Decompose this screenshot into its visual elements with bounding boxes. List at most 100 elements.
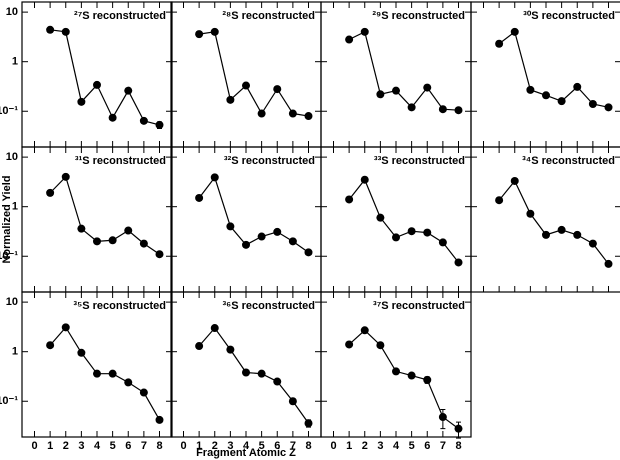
x-tick-label: 4	[243, 440, 250, 452]
data-point	[588, 239, 597, 248]
data-point	[407, 227, 416, 236]
data-point	[510, 176, 519, 185]
panel-title: ³⁷S reconstructed	[373, 300, 465, 312]
panel-frame	[21, 146, 173, 293]
panel-title: ³¹S reconstructed	[75, 155, 166, 167]
x-tick-label: 2	[212, 440, 218, 452]
data-point	[210, 27, 219, 36]
x-tick-label: 0	[31, 440, 37, 452]
data-point	[557, 225, 566, 234]
data-point	[195, 342, 204, 351]
data-point	[46, 341, 55, 350]
x-tick-label: 0	[180, 440, 186, 452]
data-point	[155, 250, 164, 259]
x-tick-label: 8	[156, 440, 162, 452]
panel-title: ³⁶S reconstructed	[223, 300, 315, 312]
y-tick-label: 1	[12, 201, 18, 213]
x-tick-label: 6	[424, 440, 430, 452]
data-point	[77, 224, 86, 233]
data-point	[61, 323, 70, 332]
data-point	[273, 377, 282, 386]
x-tick-label: 8	[455, 440, 461, 452]
data-point	[226, 222, 235, 231]
data-point	[526, 209, 535, 218]
data-point	[345, 340, 354, 349]
data-point	[438, 105, 447, 114]
data-point	[423, 83, 432, 92]
data-point	[573, 230, 582, 239]
data-point	[77, 97, 86, 106]
panel-frame	[470, 146, 620, 293]
data-point	[438, 413, 447, 422]
x-tick-label: 7	[141, 440, 147, 452]
data-point	[124, 378, 133, 387]
panel-frame	[320, 291, 472, 438]
x-tick-label: 5	[409, 440, 415, 452]
data-point	[304, 419, 313, 428]
x-tick-label: 2	[63, 440, 69, 452]
x-tick-label: 3	[377, 440, 383, 452]
data-point	[155, 120, 164, 129]
data-line	[198, 327, 309, 424]
data-point	[542, 230, 550, 239]
data-point	[495, 39, 504, 48]
data-point	[392, 86, 400, 95]
data-point	[93, 80, 101, 89]
x-tick-label: 0	[330, 440, 336, 452]
data-point	[407, 103, 416, 112]
data-point	[376, 213, 385, 222]
panel-frame	[21, 291, 173, 438]
x-tick-label: 1	[196, 440, 202, 452]
data-point	[124, 226, 133, 235]
data-point	[195, 30, 204, 39]
data-line	[498, 179, 609, 265]
panel-title: ³⁴S reconstructed	[522, 155, 615, 167]
data-point	[392, 233, 400, 242]
data-point	[376, 90, 385, 99]
data-line	[498, 30, 609, 108]
panel-frame	[320, 146, 472, 293]
x-tick-label: 1	[346, 440, 352, 452]
panel-title: ³²S reconstructed	[224, 155, 315, 167]
data-point	[407, 371, 416, 380]
data-point	[257, 109, 266, 118]
panel-title: ³⁵S reconstructed	[73, 300, 166, 312]
y-tick-label: 10⁻¹	[0, 250, 18, 262]
data-point	[288, 397, 297, 406]
data-line	[348, 30, 459, 111]
data-line	[348, 178, 459, 263]
panel-frame	[470, 1, 620, 148]
data-point	[108, 236, 117, 245]
data-point	[226, 345, 235, 354]
data-point	[139, 116, 148, 125]
data-point	[139, 239, 148, 248]
data-point	[242, 240, 250, 249]
data-point	[77, 348, 86, 357]
data-point	[588, 100, 597, 109]
data-point	[155, 415, 164, 424]
data-line	[49, 326, 161, 421]
x-tick-label: 6	[125, 440, 131, 452]
data-point	[273, 227, 282, 236]
data-line	[50, 29, 160, 126]
y-axis-label: Normalized Yield	[1, 175, 13, 263]
x-tick-label: 7	[440, 440, 446, 452]
panel-frame	[170, 1, 322, 148]
data-point	[360, 175, 369, 184]
data-point	[93, 369, 101, 378]
x-axis-label: Fragment Atomic Z	[196, 447, 296, 459]
data-point	[273, 85, 282, 94]
x-tick-label: 6	[274, 440, 280, 452]
x-tick-label: 4	[393, 440, 400, 452]
data-point	[454, 258, 463, 267]
y-tick-label: 10	[6, 296, 18, 308]
data-point	[257, 369, 266, 378]
x-tick-label: 7	[290, 440, 296, 452]
data-point	[454, 106, 463, 115]
x-tick-label: 5	[259, 440, 265, 452]
data-point	[423, 375, 432, 384]
data-point	[360, 326, 369, 335]
data-point	[573, 82, 582, 91]
data-point	[61, 27, 70, 36]
